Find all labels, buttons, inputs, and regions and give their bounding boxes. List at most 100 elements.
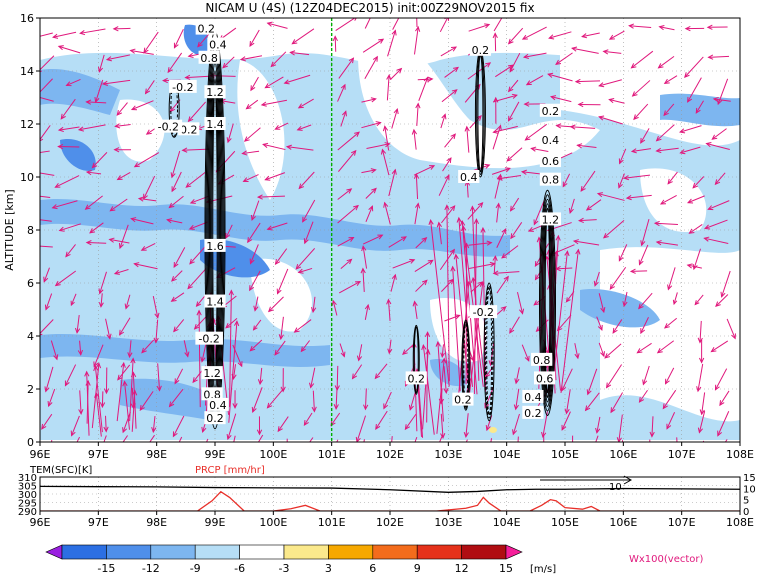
x-tick-label: 102E: [376, 448, 404, 461]
y-tick-label: 10: [20, 171, 34, 184]
colorbar-swatch: [417, 545, 461, 559]
colorbar-tick-label: 6: [369, 562, 376, 575]
bottom-x-tick-label: 99E: [205, 516, 226, 529]
contour-label: -0.2: [473, 306, 494, 319]
colorbar-tick-label: 3: [325, 562, 332, 575]
bottom-x-tick-label: 106E: [609, 516, 637, 529]
contour-label: 1.2: [206, 86, 224, 99]
y-axis-label: ALTITUDE [km]: [3, 189, 16, 270]
y-tick-label: 16: [20, 12, 34, 25]
bottom-x-tick-label: 97E: [88, 516, 109, 529]
x-tick-label: 96E: [30, 448, 51, 461]
temp-axis-label: TEM(SFC)[K]: [29, 465, 92, 476]
bottom-x-tick-label: 108E: [726, 516, 754, 529]
contour-label: 0.6: [542, 155, 560, 168]
x-tick-label: 105E: [551, 448, 579, 461]
wind-arrow: [697, 441, 703, 459]
bottom-series: [40, 486, 740, 511]
contour-label: 0.2: [180, 123, 198, 136]
x-tick-label: 107E: [668, 448, 696, 461]
contour-label: 0.2: [198, 23, 216, 36]
bottom-right-tick-label: 0: [743, 507, 749, 518]
bottom-x-tick-label: 104E: [493, 516, 521, 529]
x-tick-label: 100E: [259, 448, 287, 461]
colorbar-tick-label: -3: [279, 562, 290, 575]
bottom-x-tick-label: 100E: [259, 516, 287, 529]
contour-label: -0.2: [158, 121, 179, 134]
contour-label: 1.4: [206, 118, 224, 131]
colorbar-swatch: [373, 545, 417, 559]
contour-label: 0.2: [408, 372, 426, 385]
colorbar-tick-label: 9: [414, 562, 421, 575]
colorbar-tick-label: -12: [142, 562, 160, 575]
colorbar-tick-label: -15: [97, 562, 115, 575]
colorbar-unit: [m/s]: [530, 564, 556, 575]
colorbar-swatch: [284, 545, 328, 559]
bottom-x-tick-label: 107E: [668, 516, 696, 529]
colorbar-swatch-min: [46, 545, 62, 559]
x-tick-label: 106E: [609, 448, 637, 461]
colorbar-swatch-max: [506, 545, 522, 559]
bottom-x-tick-label: 102E: [376, 516, 404, 529]
colorbar-tick-label: -6: [234, 562, 245, 575]
x-tick-label: 101E: [318, 448, 346, 461]
x-tick-label: 98E: [146, 448, 167, 461]
y-tick-label: 14: [20, 65, 34, 78]
main-panel: 0.2-0.2-0.20.20.40.81.21.41.61.4-0.21.20…: [3, 7, 754, 464]
colorbar-swatch: [328, 545, 372, 559]
colorbar-swatch: [151, 545, 195, 559]
colorbar-swatch: [462, 545, 506, 559]
bottom-grid: [40, 477, 740, 511]
colorbar-swatch: [62, 545, 106, 559]
colorbar-swatch: [195, 545, 239, 559]
bottom-right-tick-label: 10: [743, 484, 756, 495]
bottom-x-tick-label: 105E: [551, 516, 579, 529]
bottom-right-tick-label: 15: [743, 473, 756, 484]
contour-label: -0.2: [172, 81, 193, 94]
colorbar-tick-label: 12: [455, 562, 469, 575]
contour-label: 1.6: [206, 240, 224, 253]
bottom-left-tick-label: 290: [18, 507, 37, 518]
bottom-x-tick-label: 101E: [318, 516, 346, 529]
contour-label: 0.8: [542, 174, 560, 187]
vector-scale: 10: [540, 476, 631, 493]
chart-title: NICAM U (4S) (12Z04DEC2015) init:00Z29NO…: [205, 1, 534, 15]
vector-unit-label: Wx100(vector): [629, 554, 704, 565]
y-tick-label: 4: [27, 330, 34, 343]
contour-label: 1.2: [203, 367, 221, 380]
x-tick-label: 104E: [493, 448, 521, 461]
contour-label: 0.6: [536, 372, 554, 385]
colorbar-swatches: [46, 545, 522, 559]
series-line-temperature: [40, 486, 740, 492]
colorbar-swatch: [240, 545, 284, 559]
y-tick-label: 8: [27, 224, 34, 237]
prcp-axis-label: PRCP [mm/hr]: [195, 465, 265, 476]
contour-label: 0.4: [209, 39, 227, 52]
contour-label: 0.2: [542, 105, 560, 118]
contour-label: 1.4: [206, 296, 224, 309]
wind-arrow: [648, 439, 652, 464]
bottom-right-tick-label: 5: [743, 496, 749, 507]
x-tick-label: 108E: [726, 448, 754, 461]
colorbar-tick-label: -9: [190, 562, 201, 575]
x-tick-label: 97E: [88, 448, 109, 461]
contour-label: 0.4: [460, 171, 478, 184]
contour-label: 0.8: [533, 354, 551, 367]
y-tick-label: 12: [20, 118, 34, 131]
contour-label: 0.4: [524, 391, 542, 404]
contour-label: 0.4: [209, 399, 227, 412]
y-tick-label: 0: [27, 436, 34, 449]
colorbar-swatch: [106, 545, 150, 559]
vector-scale-label: 10: [609, 482, 622, 493]
y-tick-label: 6: [27, 277, 34, 290]
contour-label: -0.2: [198, 333, 219, 346]
bottom-x-tick-label: 98E: [146, 516, 167, 529]
contour-label: 0.2: [454, 394, 472, 407]
